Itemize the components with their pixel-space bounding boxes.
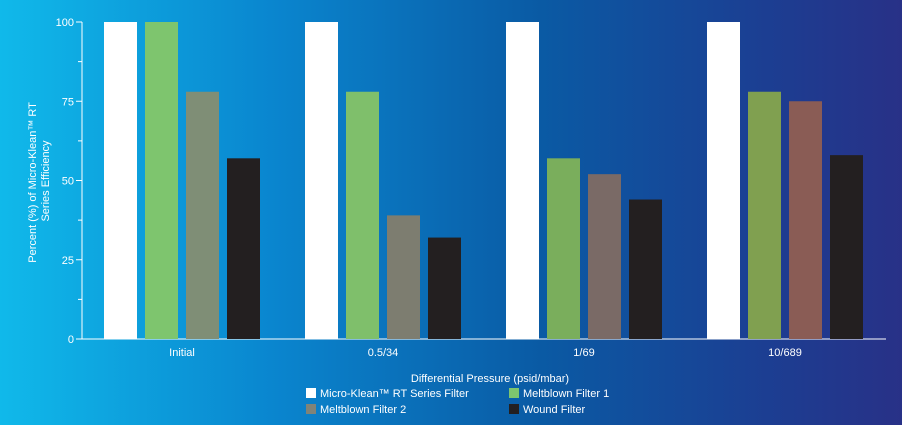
y-tick-label: 0 xyxy=(68,334,74,346)
bar xyxy=(305,22,338,339)
legend: Micro-Klean™ RT Series Filter Meltblown F… xyxy=(306,388,609,416)
bar xyxy=(707,22,740,339)
y-tick-label: 100 xyxy=(56,17,74,29)
legend-label: Meltblown Filter 1 xyxy=(523,388,609,400)
bars xyxy=(104,22,863,339)
x-tick-label: 1/69 xyxy=(573,347,594,359)
legend-swatch xyxy=(306,388,316,398)
y-tick-label: 50 xyxy=(62,176,74,188)
legend-swatch xyxy=(306,404,316,414)
bar xyxy=(186,92,219,339)
bar xyxy=(588,174,621,339)
bar xyxy=(346,92,379,339)
y-tick-label: 75 xyxy=(62,96,74,108)
bar xyxy=(428,238,461,339)
legend-label: Meltblown Filter 2 xyxy=(320,404,406,416)
y-axis-title-line-1: Percent (%) of Micro-Klean™ RT xyxy=(27,102,39,263)
bar xyxy=(547,158,580,339)
x-axis-title: Differential Pressure (psid/mbar) xyxy=(411,373,569,385)
bar xyxy=(227,158,260,339)
y-axis-title: Percent (%) of Micro-Klean™ RT Series Ef… xyxy=(27,99,52,262)
bar xyxy=(506,22,539,339)
y-tick-label: 25 xyxy=(62,255,74,267)
x-tick-label: 0.5/34 xyxy=(368,347,399,359)
x-tick-label: 10/689 xyxy=(768,347,802,359)
legend-label: Micro-Klean™ RT Series Filter xyxy=(320,388,469,400)
bar xyxy=(387,215,420,339)
x-ticks: Initial 0.5/34 1/69 10/689 xyxy=(169,347,802,359)
y-axis-title-line-2: Series Efficiency xyxy=(40,140,52,222)
legend-swatch xyxy=(509,404,519,414)
legend-swatch xyxy=(509,388,519,398)
x-tick-label: Initial xyxy=(169,347,195,359)
bar xyxy=(629,200,662,339)
bar xyxy=(830,155,863,339)
bar xyxy=(145,22,178,339)
bar xyxy=(748,92,781,339)
y-ticks: 0 25 50 75 100 xyxy=(56,17,82,346)
bar xyxy=(104,22,137,339)
bar xyxy=(789,101,822,339)
legend-label: Wound Filter xyxy=(523,404,585,416)
